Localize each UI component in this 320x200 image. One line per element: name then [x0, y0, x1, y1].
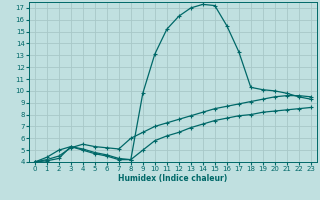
X-axis label: Humidex (Indice chaleur): Humidex (Indice chaleur): [118, 174, 228, 183]
